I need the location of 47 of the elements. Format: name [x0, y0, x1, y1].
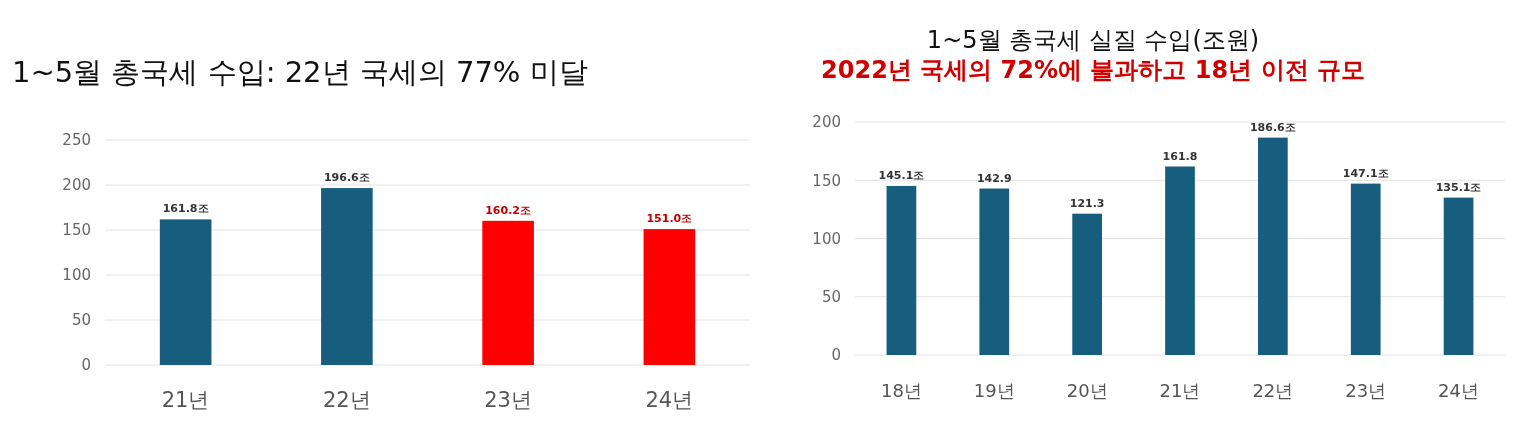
y-tick-label: 250 [62, 131, 91, 150]
chart-subtitle: 2022년 국세의 72%에 불과하고 18년 이전 규모 [821, 56, 1365, 84]
data-label: 196.6조 [323, 171, 370, 185]
bar [643, 229, 696, 365]
bar [1258, 137, 1288, 355]
x-tick-label: 24년 [1438, 380, 1480, 401]
data-label: 147.1조 [1342, 166, 1389, 180]
y-tick-label: 200 [812, 113, 841, 132]
data-label: 135.1조 [1435, 180, 1482, 194]
y-tick-label: 100 [812, 229, 841, 248]
bar [1072, 213, 1102, 355]
data-label: 151.0조 [646, 212, 693, 226]
bar [321, 188, 373, 365]
x-tick-label: 24년 [645, 388, 694, 412]
chart-title: 1~5월 총국세 수입: 22년 국세의 77% 미달 [12, 55, 588, 89]
data-label: 186.6조 [1249, 120, 1296, 134]
y-tick-label: 100 [62, 266, 91, 285]
data-label: 142.9 [976, 171, 1012, 185]
x-tick-label: 20년 [1066, 380, 1108, 401]
data-label: 121.3 [1069, 196, 1105, 210]
data-label: 161.8 [1162, 149, 1198, 163]
y-tick-label: 0 [831, 346, 841, 365]
x-tick-label: 22년 [1252, 380, 1294, 401]
data-label: 160.2조 [485, 203, 532, 217]
bar [482, 220, 534, 365]
y-tick-label: 150 [62, 221, 91, 240]
bar [1350, 183, 1381, 355]
chart-title: 1~5월 총국세 실질 수입(조원) [926, 26, 1260, 54]
y-tick-label: 50 [821, 288, 841, 306]
x-tick-label: 23년 [484, 388, 532, 412]
y-tick-label: 0 [81, 356, 91, 375]
y-tick-label: 200 [62, 176, 91, 195]
bar [886, 185, 917, 355]
x-tick-label: 19년 [973, 380, 1015, 401]
y-tick-label: 150 [812, 171, 841, 190]
data-label: 145.1조 [878, 168, 925, 182]
x-tick-label: 22년 [323, 388, 371, 412]
y-tick-label: 50 [71, 311, 91, 330]
data-label: 161.8조 [162, 202, 209, 216]
bar [979, 188, 1010, 355]
x-tick-label: 21년 [161, 388, 210, 412]
x-tick-label: 21년 [1159, 380, 1201, 401]
bar [1443, 197, 1474, 355]
x-tick-label: 23년 [1345, 380, 1387, 401]
x-tick-label: 18년 [880, 380, 922, 401]
bar [1165, 166, 1195, 355]
bar [159, 219, 212, 365]
